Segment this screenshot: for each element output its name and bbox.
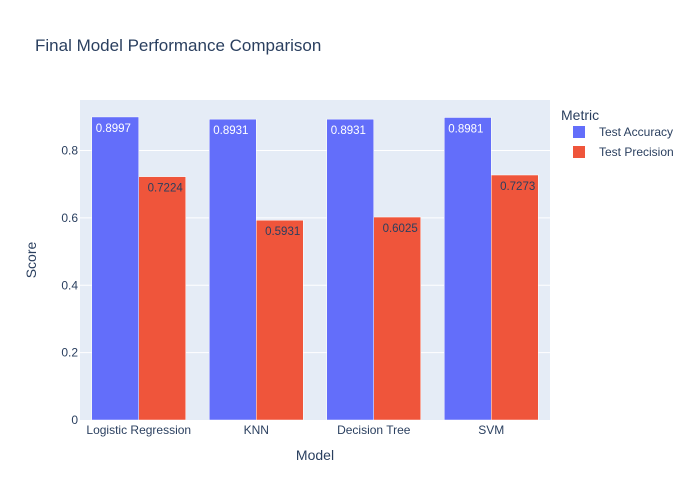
bar-data-label: 0.8931 xyxy=(331,125,366,137)
bar-data-label: 0.5931 xyxy=(265,226,300,238)
bars xyxy=(91,116,539,421)
x-tick-label: Logistic Regression xyxy=(86,423,191,437)
legend-swatch xyxy=(573,146,585,158)
chart-title: Final Model Performance Comparison xyxy=(35,36,321,55)
bar[interactable] xyxy=(256,219,304,421)
legend-title: Metric xyxy=(561,107,599,123)
x-tick-label: KNN xyxy=(244,423,269,437)
legend-swatch xyxy=(573,126,585,138)
y-tick-label: 0.8 xyxy=(61,144,78,158)
bar-data-label: 0.7224 xyxy=(148,183,184,195)
legend-label: Test Accuracy xyxy=(599,125,673,139)
x-tick-label: SVM xyxy=(478,423,504,437)
bar-data-label: 0.6025 xyxy=(383,223,418,235)
y-tick-label: 0.6 xyxy=(61,211,78,225)
legend-item[interactable]: Test Precision xyxy=(573,145,674,159)
bar[interactable] xyxy=(491,174,539,421)
y-axis-title: Score xyxy=(23,242,39,279)
bar-data-label: 0.8931 xyxy=(213,125,248,137)
bar[interactable] xyxy=(373,216,421,421)
bar[interactable] xyxy=(91,116,139,421)
legend-item[interactable]: Test Accuracy xyxy=(573,125,673,139)
bar[interactable] xyxy=(444,117,492,421)
y-tick-label: 0.4 xyxy=(61,278,78,292)
x-axis-ticks: Logistic Regression KNN Decision Tree SVM xyxy=(86,423,504,437)
bar[interactable] xyxy=(138,176,186,421)
bar-data-label: 0.7273 xyxy=(500,181,535,193)
bar-data-label: 0.8997 xyxy=(96,123,131,135)
y-tick-label: 0.2 xyxy=(61,346,78,360)
x-axis-title: Model xyxy=(296,447,334,463)
bar[interactable] xyxy=(209,118,257,421)
y-tick-label: 0 xyxy=(71,413,78,427)
x-tick-label: Decision Tree xyxy=(337,423,411,437)
bar[interactable] xyxy=(326,118,374,421)
legend-label: Test Precision xyxy=(599,145,674,159)
y-axis-ticks: 0 0.2 0.4 0.6 0.8 xyxy=(61,144,78,427)
legend[interactable]: Metric Test Accuracy Test Precision xyxy=(561,107,674,159)
bar-data-label: 0.8981 xyxy=(448,123,483,135)
data-labels: 0.8997 0.7224 0.8931 0.5931 0.8931 0.6025 0.89… xyxy=(96,123,536,238)
